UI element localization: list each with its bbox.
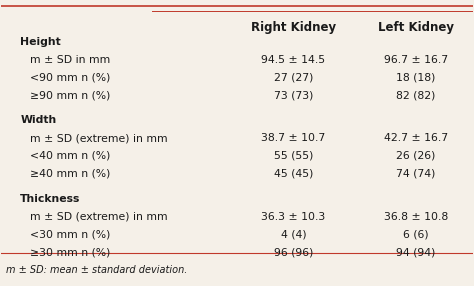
Text: m ± SD in mm: m ± SD in mm bbox=[30, 55, 110, 65]
Text: m ± SD: mean ± standard deviation.: m ± SD: mean ± standard deviation. bbox=[6, 265, 188, 275]
Text: 36.8 ± 10.8: 36.8 ± 10.8 bbox=[384, 212, 448, 222]
Text: 36.3 ± 10.3: 36.3 ± 10.3 bbox=[262, 212, 326, 222]
Text: 6 (6): 6 (6) bbox=[403, 229, 429, 239]
Text: 96.7 ± 16.7: 96.7 ± 16.7 bbox=[384, 55, 448, 65]
Text: <90 mm n (%): <90 mm n (%) bbox=[30, 72, 110, 82]
Text: Thickness: Thickness bbox=[20, 194, 81, 204]
Text: Right Kidney: Right Kidney bbox=[251, 21, 336, 34]
Text: 74 (74): 74 (74) bbox=[396, 169, 436, 179]
Text: Left Kidney: Left Kidney bbox=[378, 21, 454, 34]
Text: <40 mm n (%): <40 mm n (%) bbox=[30, 151, 110, 161]
Text: m ± SD (extreme) in mm: m ± SD (extreme) in mm bbox=[30, 133, 167, 143]
Text: 38.7 ± 10.7: 38.7 ± 10.7 bbox=[262, 133, 326, 143]
Text: 45 (45): 45 (45) bbox=[274, 169, 313, 179]
Text: 4 (4): 4 (4) bbox=[281, 229, 306, 239]
Text: ≥40 mm n (%): ≥40 mm n (%) bbox=[30, 169, 110, 179]
Text: 96 (96): 96 (96) bbox=[274, 247, 313, 257]
Text: 94 (94): 94 (94) bbox=[396, 247, 436, 257]
Text: <30 mm n (%): <30 mm n (%) bbox=[30, 229, 110, 239]
Text: ≥30 mm n (%): ≥30 mm n (%) bbox=[30, 247, 110, 257]
Text: 73 (73): 73 (73) bbox=[274, 90, 313, 100]
Text: 82 (82): 82 (82) bbox=[396, 90, 436, 100]
Text: 55 (55): 55 (55) bbox=[274, 151, 313, 161]
Text: Height: Height bbox=[20, 37, 61, 47]
Text: 42.7 ± 16.7: 42.7 ± 16.7 bbox=[384, 133, 448, 143]
Text: 94.5 ± 14.5: 94.5 ± 14.5 bbox=[262, 55, 326, 65]
Text: 18 (18): 18 (18) bbox=[396, 72, 436, 82]
Text: m ± SD (extreme) in mm: m ± SD (extreme) in mm bbox=[30, 212, 167, 222]
Text: Width: Width bbox=[20, 115, 56, 125]
Text: ≥90 mm n (%): ≥90 mm n (%) bbox=[30, 90, 110, 100]
Text: 27 (27): 27 (27) bbox=[274, 72, 313, 82]
Text: 26 (26): 26 (26) bbox=[396, 151, 436, 161]
